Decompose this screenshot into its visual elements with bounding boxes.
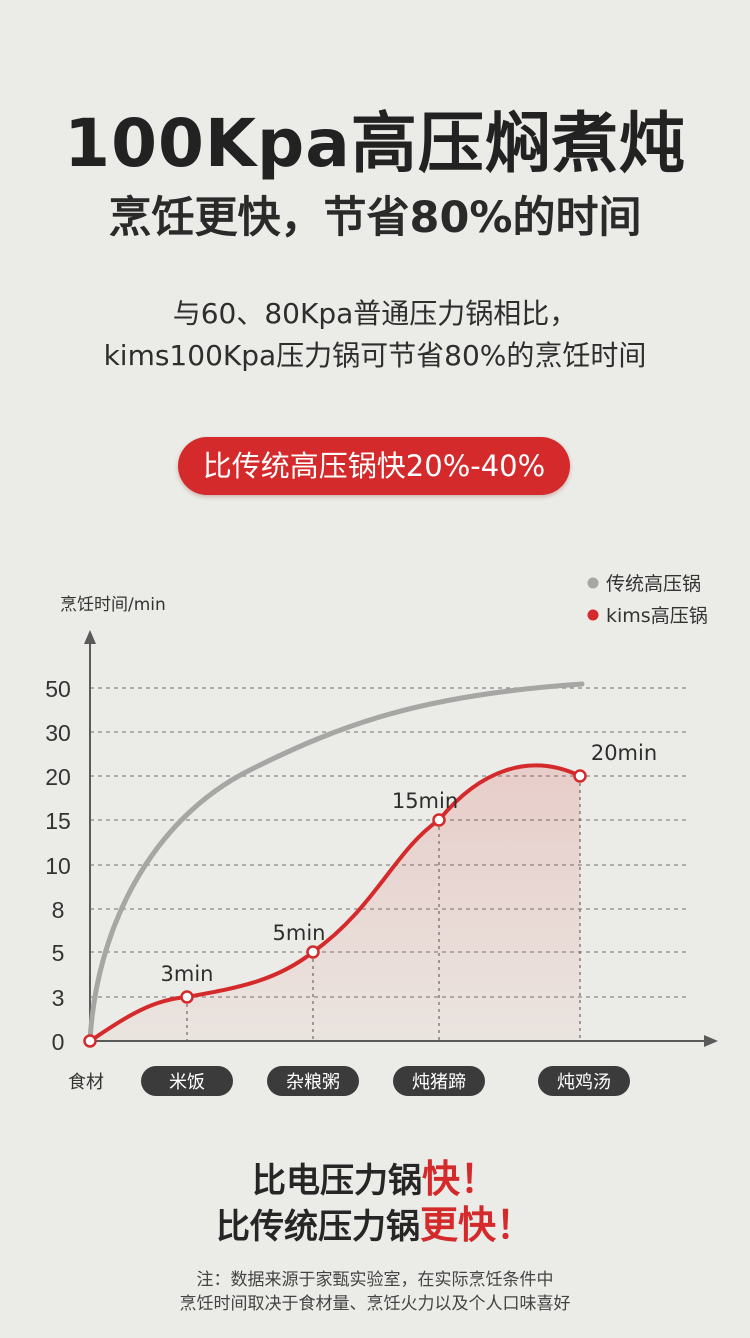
y-tick-label-5: 5 (52, 940, 65, 966)
y-tick-label-15: 15 (45, 808, 71, 834)
y-tick-label-50: 50 (45, 676, 71, 702)
description-line-1: 与60、80Kpa普通压力锅相比， (172, 297, 578, 330)
y-tick-label-0: 0 (52, 1029, 65, 1055)
page-subtitle: 烹饪更快，节省80%的时间 (108, 193, 642, 243)
claim-line-2-text: 比传统压力锅 (215, 1207, 420, 1247)
data-label-0: 3min (161, 962, 214, 986)
category-pill-0 (141, 1066, 233, 1096)
y-tick-label-3: 3 (52, 985, 65, 1011)
y-axis-arrow (84, 630, 96, 644)
category-label-0: 米饭 (169, 1072, 205, 1093)
y-tick-label-20: 20 (45, 764, 71, 790)
category-pill-2 (393, 1066, 485, 1096)
legend-label-traditional: 传统高压锅 (606, 573, 701, 595)
kims-series-area (90, 765, 580, 1041)
claim-line-2-highlight: 更快！ (419, 1203, 534, 1247)
claim-line-2: 比传统压力锅更快！ (0, 1201, 750, 1251)
footnote-line-2: 烹饪时间取决于食材量、烹饪火力以及个人口味喜好 (179, 1294, 571, 1314)
category-pill-1 (267, 1066, 359, 1096)
y-tick-label-10: 10 (45, 853, 71, 879)
category-label-2: 炖猪蹄 (412, 1072, 466, 1093)
data-label-1: 5min (273, 921, 326, 945)
claim-line-1: 比电压力锅快！ (0, 1155, 750, 1205)
x-axis-arrow (704, 1035, 718, 1047)
category-label-3: 炖鸡汤 (557, 1072, 611, 1093)
claim-line-1-text: 比电压力锅 (251, 1161, 422, 1201)
claim-line-1-highlight: 快！ (421, 1157, 498, 1201)
kims-data-point-1 (306, 945, 320, 959)
traditional-series-line (87, 681, 585, 1044)
y-tick-label-8: 8 (52, 897, 65, 923)
origin-point (83, 1034, 97, 1048)
description-line-2: kims100Kpa压力锅可节省80%的烹饪时间 (103, 339, 647, 372)
kims-data-point-0 (180, 990, 194, 1004)
kims-data-point-3 (573, 769, 587, 783)
footnote-line-1: 注：数据来源于家甄实验室，在实际烹饪条件中 (196, 1270, 554, 1290)
page-title: 100Kpa高压焖煮炖 (64, 105, 686, 182)
kims-data-point-2 (432, 813, 446, 827)
category-label-1: 杂粮粥 (286, 1072, 340, 1093)
cooking-time-chart: 0 3 5 8 10 15 20 30 50 烹饪时间/min 食材 传统高压锅 kims高压锅 3min… (45, 573, 718, 1096)
legend-label-kims: kims高压锅 (606, 605, 708, 627)
kims-series-line (88, 763, 582, 1043)
speed-badge: 比传统高压锅快20%-40% (178, 437, 570, 495)
y-axis-title: 烹饪时间/min (60, 594, 166, 615)
data-label-2: 15min (392, 789, 458, 813)
legend-marker-traditional (587, 577, 599, 589)
category-pill-3 (538, 1066, 630, 1096)
legend-marker-kims (587, 609, 599, 621)
x-axis-title: 食材 (68, 1072, 104, 1093)
y-tick-label-30: 30 (45, 720, 71, 746)
data-label-3: 20min (591, 741, 657, 765)
